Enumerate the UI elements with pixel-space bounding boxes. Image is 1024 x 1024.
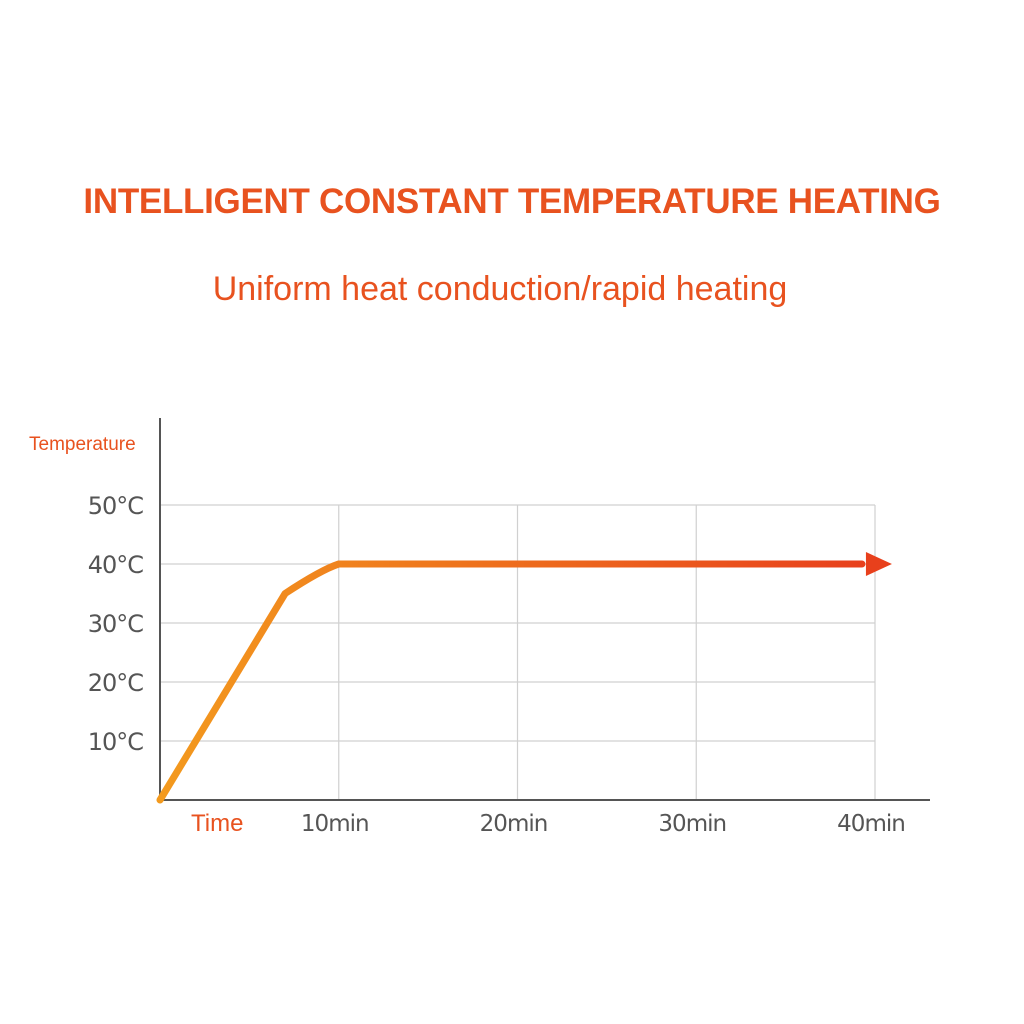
- axes: [159, 418, 930, 801]
- x-tick-label: 40min: [837, 811, 905, 837]
- x-axis-title: Time: [191, 810, 243, 837]
- tick-labels: 10°C 20°C 30°C 40°C 50°C 10min 20min 30min 40min: [88, 492, 906, 837]
- chart-subtitle: Uniform heat conduction/rapid heating: [212, 270, 788, 308]
- y-tick-label: 50°C: [88, 492, 144, 520]
- y-tick-label: 40°C: [88, 551, 144, 579]
- y-axis-title: Temperature: [29, 434, 136, 455]
- y-tick-label: 10°C: [88, 728, 144, 756]
- x-tick-label: 30min: [658, 811, 726, 837]
- x-tick-label: 10min: [301, 811, 369, 837]
- y-tick-label: 30°C: [88, 610, 144, 638]
- x-tick-label: 20min: [480, 811, 548, 837]
- y-tick-label: 20°C: [88, 669, 144, 697]
- temperature-line: [156, 560, 866, 804]
- arrow-head-icon: [865, 552, 892, 576]
- chart-title: INTELLIGENT CONSTANT TEMPERATURE HEATING: [83, 182, 941, 221]
- grid-lines: [160, 504, 876, 800]
